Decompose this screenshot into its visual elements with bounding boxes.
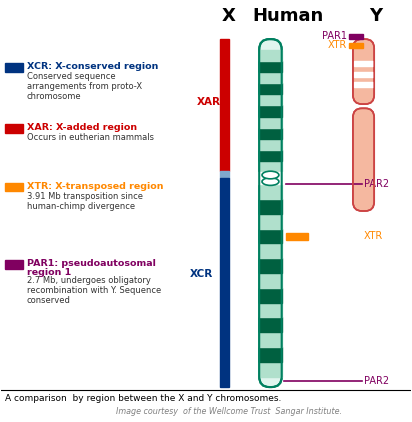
Text: XAR: XAR <box>197 97 221 107</box>
Bar <box>349 43 363 48</box>
Bar <box>259 332 282 347</box>
Bar <box>259 303 282 317</box>
Bar <box>259 184 282 199</box>
Text: XTR: X-transposed region: XTR: X-transposed region <box>27 182 163 191</box>
Bar <box>259 139 282 150</box>
Bar <box>259 83 282 94</box>
Text: A comparison  by region between the X and Y chromosomes.: A comparison by region between the X and… <box>5 394 282 403</box>
FancyBboxPatch shape <box>353 39 374 104</box>
Bar <box>259 72 282 83</box>
Text: human-chimp divergence: human-chimp divergence <box>27 202 135 211</box>
Bar <box>5 63 23 72</box>
Text: chromosome: chromosome <box>27 92 82 101</box>
Bar <box>286 233 308 240</box>
Text: XTR: XTR <box>363 231 383 241</box>
Text: XTR: XTR <box>328 41 347 50</box>
Text: 2.7 Mb, undergoes obligatory: 2.7 Mb, undergoes obligatory <box>27 276 151 285</box>
Bar <box>220 39 229 171</box>
Bar <box>259 273 282 288</box>
Bar <box>259 94 282 106</box>
Text: PAR1: pseudoautosomal: PAR1: pseudoautosomal <box>27 260 156 268</box>
FancyBboxPatch shape <box>353 108 374 211</box>
Bar <box>259 214 282 229</box>
Bar <box>259 199 282 214</box>
Bar <box>5 183 23 191</box>
Text: XAR: X-added region: XAR: X-added region <box>27 123 137 132</box>
Text: PAR2: PAR2 <box>363 376 389 386</box>
Bar <box>259 50 282 61</box>
Bar <box>259 258 282 273</box>
Bar <box>354 61 373 66</box>
Bar <box>259 116 282 128</box>
Bar <box>257 173 284 184</box>
Bar <box>259 150 282 161</box>
Text: Human: Human <box>252 7 323 25</box>
Bar <box>259 128 282 139</box>
Text: arrangements from proto-X: arrangements from proto-X <box>27 82 142 92</box>
Bar <box>259 317 282 332</box>
Text: recombination with Y. Sequence: recombination with Y. Sequence <box>27 286 161 295</box>
Text: Conserved sequence: Conserved sequence <box>27 72 115 81</box>
Bar <box>259 106 282 116</box>
Text: Occurs in eutherian mammals: Occurs in eutherian mammals <box>27 133 154 142</box>
Bar <box>5 124 23 133</box>
Bar <box>259 61 282 72</box>
Bar <box>259 229 282 243</box>
Text: XCR: X-conserved region: XCR: X-conserved region <box>27 62 158 71</box>
Bar <box>259 243 282 258</box>
Text: Image courtesy  of the Wellcome Trust  Sangar Institute.: Image courtesy of the Wellcome Trust San… <box>116 407 342 416</box>
Bar <box>354 72 373 77</box>
Bar <box>259 362 282 376</box>
Bar <box>349 34 363 39</box>
Text: conserved: conserved <box>27 296 70 305</box>
Text: Y: Y <box>369 7 382 25</box>
FancyBboxPatch shape <box>259 39 282 387</box>
Text: 3.91 Mb transposition since: 3.91 Mb transposition since <box>27 192 143 201</box>
Ellipse shape <box>262 171 279 179</box>
Bar <box>220 179 229 387</box>
Bar <box>5 260 23 269</box>
Bar <box>259 161 282 173</box>
Bar <box>259 347 282 362</box>
Bar <box>259 288 282 303</box>
Bar <box>220 171 229 179</box>
Ellipse shape <box>262 178 279 185</box>
Text: PAR1: PAR1 <box>322 31 347 41</box>
Text: region 1: region 1 <box>27 268 71 277</box>
Text: XCR: XCR <box>190 269 213 279</box>
Text: X: X <box>222 7 235 25</box>
Bar <box>354 82 373 87</box>
Text: PAR2: PAR2 <box>363 179 389 189</box>
